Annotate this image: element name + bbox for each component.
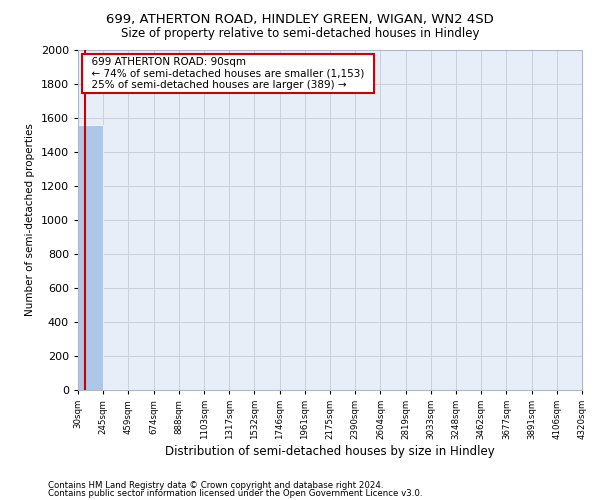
- Text: 699, ATHERTON ROAD, HINDLEY GREEN, WIGAN, WN2 4SD: 699, ATHERTON ROAD, HINDLEY GREEN, WIGAN…: [106, 12, 494, 26]
- Text: Contains public sector information licensed under the Open Government Licence v3: Contains public sector information licen…: [48, 489, 422, 498]
- X-axis label: Distribution of semi-detached houses by size in Hindley: Distribution of semi-detached houses by …: [165, 445, 495, 458]
- Y-axis label: Number of semi-detached properties: Number of semi-detached properties: [25, 124, 35, 316]
- Text: Contains HM Land Registry data © Crown copyright and database right 2024.: Contains HM Land Registry data © Crown c…: [48, 480, 383, 490]
- Text: Size of property relative to semi-detached houses in Hindley: Size of property relative to semi-detach…: [121, 28, 479, 40]
- Text: 699 ATHERTON ROAD: 90sqm  
  ← 74% of semi-detached houses are smaller (1,153)  : 699 ATHERTON ROAD: 90sqm ← 74% of semi-d…: [85, 57, 371, 90]
- Bar: [78, 125, 103, 390]
